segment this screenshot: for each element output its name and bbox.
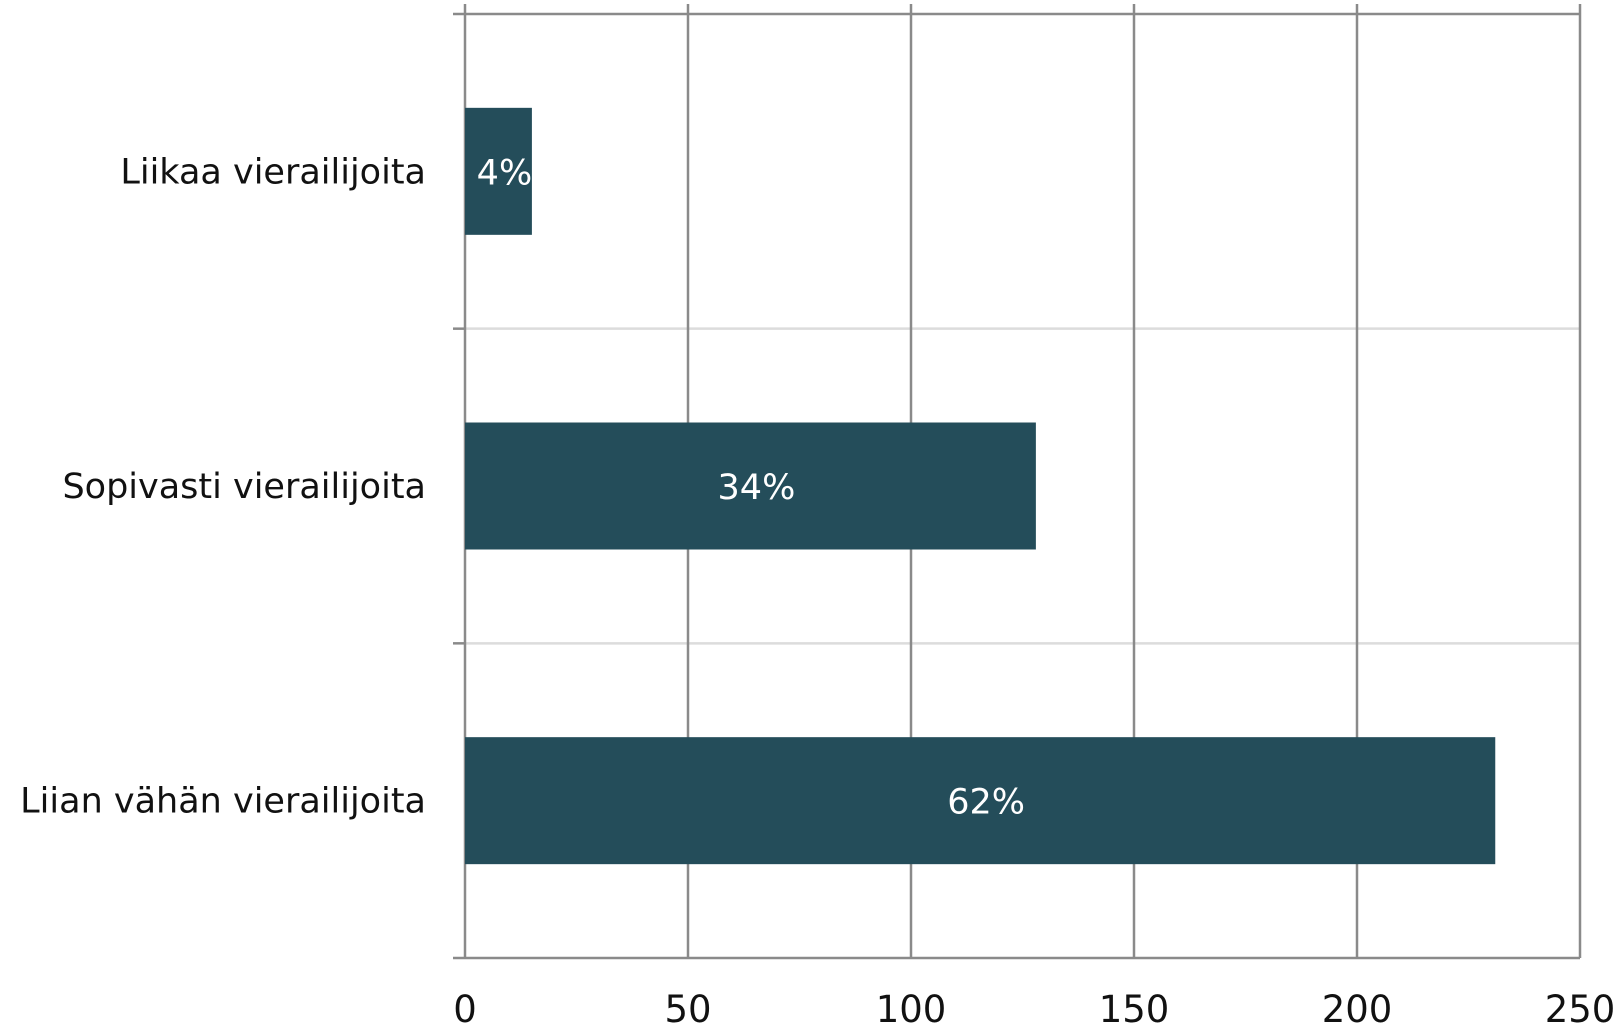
bar	[465, 422, 1036, 550]
x-tick-label: 100	[876, 988, 947, 1027]
data-label: 62%	[947, 783, 1025, 823]
x-tick-label: 150	[1099, 988, 1170, 1027]
data-label: 34%	[718, 468, 796, 508]
category-label: Liikaa vierailijoita	[120, 152, 426, 192]
bars-layer	[465, 107, 1496, 865]
category-label: Liian vähän vierailijoita	[20, 782, 426, 822]
x-tick-label: 200	[1322, 988, 1393, 1027]
labels-layer: 0 50 100 150 200 250 Liikaa vierailijoita 4% Sop…	[20, 152, 1615, 1027]
x-tick-label: 0	[453, 988, 477, 1027]
x-tick-label: 50	[664, 988, 711, 1027]
bar	[465, 107, 532, 235]
bar	[465, 737, 1496, 865]
data-label: 4%	[477, 153, 533, 193]
category-label: Sopivasti vierailijoita	[62, 467, 426, 507]
axis-layer	[453, 12, 465, 960]
x-tick-label: 250	[1545, 988, 1616, 1027]
